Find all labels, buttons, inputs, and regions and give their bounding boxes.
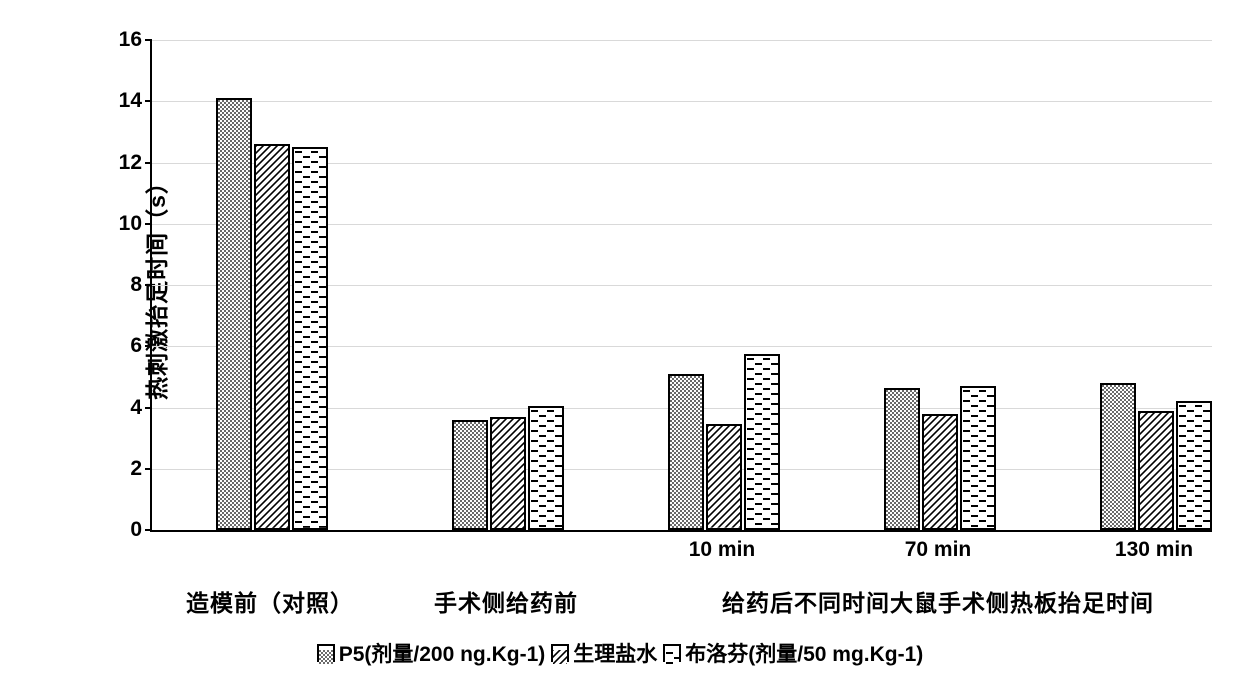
legend-item-saline: 生理盐水: [551, 638, 657, 668]
x-sub-label: 70 min: [858, 538, 1018, 562]
y-tick-label: 6: [102, 334, 142, 358]
bar-ibuprofen: [960, 386, 996, 530]
bar-p5: [1100, 383, 1136, 530]
bar-p5: [216, 98, 252, 530]
y-tick-label: 0: [102, 518, 142, 542]
y-tick-mark: [145, 39, 152, 41]
bar-ibuprofen: [528, 406, 564, 530]
legend-item-ibuprofen: 布洛芬(剂量/50 mg.Kg-1): [663, 638, 923, 668]
bar-p5: [452, 420, 488, 530]
y-tick-mark: [145, 468, 152, 470]
y-tick-mark: [145, 529, 152, 531]
legend-label: P5(剂量/200 ng.Kg-1): [339, 638, 546, 668]
bar-p5: [668, 374, 704, 530]
x-main-label: 造模前（对照）: [160, 584, 380, 618]
bar-p5: [884, 388, 920, 530]
bar-group: [1099, 383, 1213, 530]
y-tick-label: 8: [102, 273, 142, 297]
bar-saline: [254, 144, 290, 530]
x-main-label: 给药后不同时间大鼠手术侧热板抬足时间: [678, 584, 1198, 618]
x-sub-label: 10 min: [642, 538, 802, 562]
legend-label: 生理盐水: [573, 638, 657, 668]
y-tick-label: 4: [102, 396, 142, 420]
grid-line: [152, 40, 1212, 41]
bar-group: [451, 406, 565, 530]
y-tick-mark: [145, 345, 152, 347]
bar-saline: [922, 414, 958, 530]
bar-group: [667, 354, 781, 530]
x-main-label: 手术侧给药前: [396, 584, 616, 618]
y-tick-label: 12: [102, 151, 142, 175]
legend-swatch: [317, 644, 335, 662]
y-tick-label: 2: [102, 457, 142, 481]
bar-ibuprofen: [744, 354, 780, 530]
legend-item-p5: P5(剂量/200 ng.Kg-1): [317, 638, 546, 668]
y-tick-mark: [145, 100, 152, 102]
bar-saline: [706, 424, 742, 530]
legend-swatch: [663, 644, 681, 662]
bar-saline: [490, 417, 526, 530]
legend: P5(剂量/200 ng.Kg-1) 生理盐水布洛芬(剂量/50 mg.Kg-1): [20, 638, 1220, 668]
legend-label: 布洛芬(剂量/50 mg.Kg-1): [685, 638, 923, 668]
plot-area: [150, 40, 1212, 532]
y-tick-mark: [145, 407, 152, 409]
bar-saline: [1138, 411, 1174, 530]
y-tick-label: 16: [102, 28, 142, 52]
y-tick-mark: [145, 162, 152, 164]
bar-group: [215, 98, 329, 530]
chart-container: 热刺激抬足时间（s） 0246810121416 10 min70 min130…: [20, 20, 1220, 674]
y-tick-mark: [145, 284, 152, 286]
bar-group: [883, 386, 997, 530]
y-tick-label: 10: [102, 212, 142, 236]
bar-ibuprofen: [1176, 401, 1212, 530]
x-sub-label: 130 min: [1074, 538, 1234, 562]
bar-ibuprofen: [292, 147, 328, 530]
y-tick-mark: [145, 223, 152, 225]
legend-swatch: [551, 644, 569, 662]
y-tick-label: 14: [102, 89, 142, 113]
